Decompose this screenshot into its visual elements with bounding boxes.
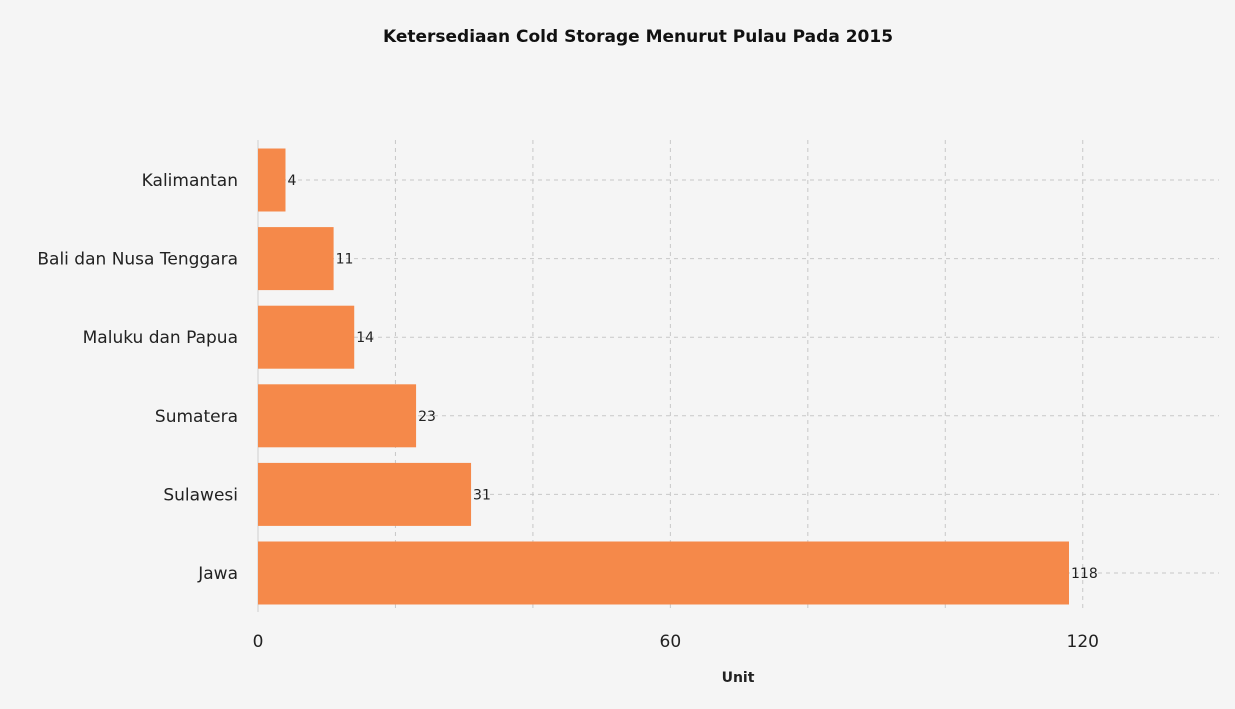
category-label: Bali dan Nusa Tenggara (37, 250, 238, 270)
bar[interactable] (258, 384, 417, 448)
category-label: Jawa (197, 564, 238, 584)
data-label: 23 (418, 409, 436, 425)
category-label: Sulawesi (163, 485, 238, 505)
bar[interactable] (258, 541, 1069, 605)
data-label: 14 (356, 330, 374, 346)
bar[interactable] (258, 305, 355, 369)
x-tick-label: 120 (1067, 632, 1099, 652)
data-label: 31 (473, 487, 491, 503)
x-axis-title: Unit (722, 670, 755, 686)
x-tick-label: 60 (660, 632, 682, 652)
data-label: 11 (336, 252, 354, 268)
labels-layer: 4 Kalimantan 11 Bali dan Nusa Tenggara 14 Mal… (37, 171, 1099, 652)
category-label: Sumatera (155, 407, 238, 427)
chart-title: Ketersediaan Cold Storage Menurut Pulau … (382, 27, 894, 47)
grid-layer (257, 140, 1219, 612)
data-label: 4 (287, 173, 296, 189)
bar[interactable] (258, 462, 472, 526)
category-label: Kalimantan (142, 171, 238, 191)
bars-layer (258, 148, 1069, 605)
bar[interactable] (258, 148, 286, 212)
category-label: Maluku dan Papua (83, 328, 238, 348)
bar[interactable] (258, 227, 334, 291)
x-tick-label: 0 (253, 632, 264, 652)
data-label: 118 (1071, 566, 1098, 582)
